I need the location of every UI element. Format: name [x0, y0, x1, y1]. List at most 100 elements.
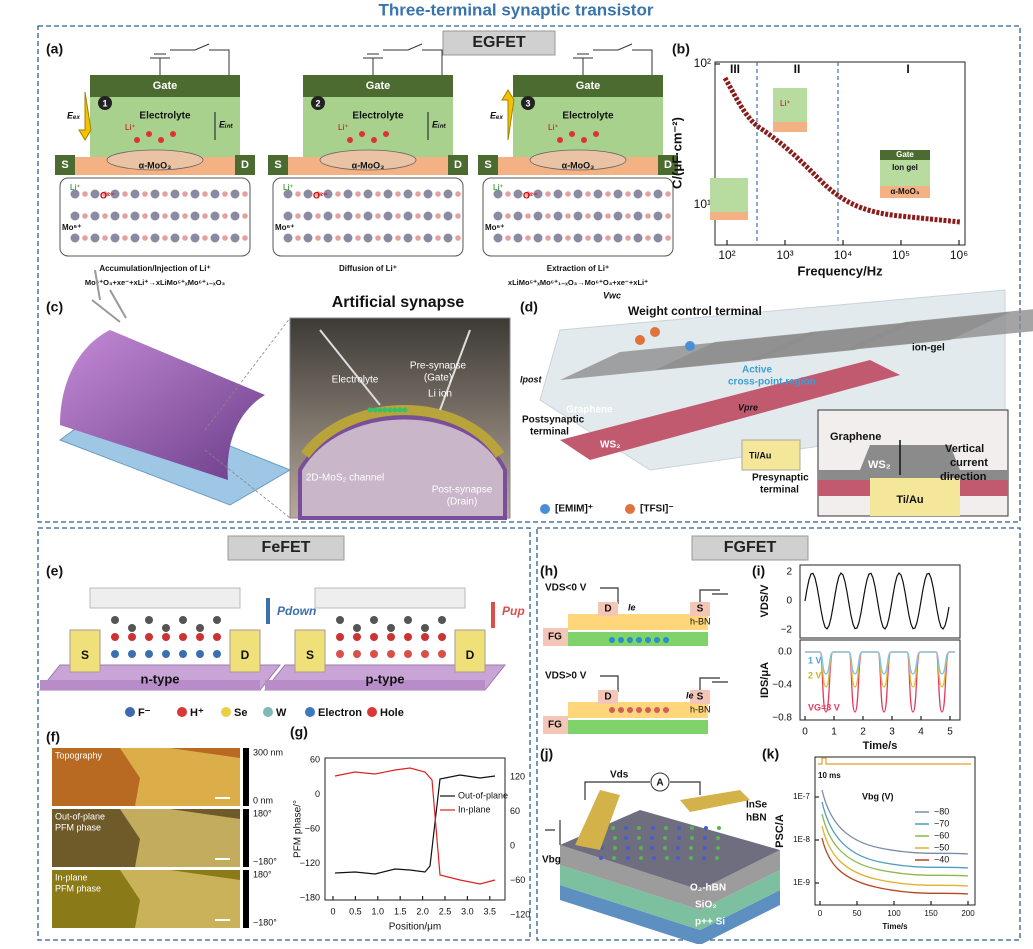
lattice-atom	[210, 233, 220, 243]
image-title: In-plane	[55, 872, 88, 882]
lattice-oxygen	[182, 191, 188, 197]
psc-curve	[821, 813, 969, 877]
li-ion	[377, 407, 383, 413]
charge	[618, 637, 624, 643]
atom	[370, 616, 378, 624]
atom	[663, 846, 667, 850]
charge	[663, 707, 669, 713]
lattice-atom	[230, 233, 240, 243]
axes	[814, 756, 976, 906]
electrode	[229, 629, 261, 673]
cation	[540, 504, 550, 514]
annotation: O₂-hBN	[690, 883, 726, 894]
lattice-oxygen	[295, 213, 301, 219]
fefet-tag	[227, 535, 345, 561]
annotation: Vertical	[945, 443, 984, 455]
lattice-oxygen	[355, 191, 361, 197]
legend-marker	[305, 707, 315, 717]
legend-label: Hole	[380, 707, 404, 719]
lattice-oxygen	[182, 235, 188, 241]
charge	[636, 707, 642, 713]
caption: Diffusion of Li⁺	[339, 264, 397, 273]
electrode-label: D	[466, 648, 475, 662]
panel-label: (b)	[672, 41, 690, 57]
carrier	[353, 650, 361, 658]
annotation: Li ion	[428, 389, 452, 400]
frame-bottom-right	[536, 527, 1021, 941]
ion-label: Li⁺	[125, 123, 135, 132]
top-gate	[314, 587, 466, 609]
electrode-label: D	[604, 692, 611, 703]
lattice-oxygen	[202, 235, 208, 241]
atom	[111, 633, 119, 641]
annotation: (Drain)	[447, 497, 478, 508]
lattice-oxygen	[102, 235, 108, 241]
anion	[635, 335, 645, 345]
lattice-oxygen	[162, 235, 168, 241]
charge	[609, 637, 615, 643]
polarization-label: Pup	[502, 604, 525, 618]
psc-curve	[821, 837, 969, 895]
colorbar	[243, 809, 249, 867]
y-tick-label: 10²	[694, 56, 711, 70]
lattice-oxygen	[585, 191, 591, 197]
x-axis-title: Time/s	[863, 740, 898, 752]
y2-tick-label: −60	[510, 875, 525, 885]
y2-tick-label: 120	[510, 771, 525, 781]
legend-label: −70	[934, 818, 949, 828]
lattice-atom	[613, 189, 623, 199]
y-tick-label: −120	[300, 858, 320, 868]
carrier	[438, 650, 446, 658]
lattice-atom	[150, 233, 160, 243]
lattice-atom	[513, 211, 523, 221]
lattice-oxygen	[645, 213, 651, 219]
lattice-oxygen	[242, 235, 248, 241]
colorbar-label: 180°	[253, 808, 272, 818]
lattice-oxygen	[335, 213, 341, 219]
atom	[145, 633, 153, 641]
electrode-label: S	[697, 604, 704, 615]
charge	[663, 637, 669, 643]
y-tick-label: 60	[310, 754, 320, 764]
oxygen-label: O²⁻	[313, 190, 328, 200]
annotation: terminal	[530, 427, 569, 438]
type-label: n-type	[141, 671, 180, 686]
legend-label: 1 V	[808, 655, 822, 665]
psc-curve	[821, 825, 969, 887]
x-axis-title: Frequency/Hz	[797, 263, 883, 278]
lattice-atom	[230, 211, 240, 221]
lattice-atom	[633, 233, 643, 243]
field-label: Eᵢₙₜ	[432, 119, 447, 129]
afm-feature	[120, 748, 240, 806]
panel-title: Artificial synapse	[332, 294, 465, 311]
lattice-atom	[593, 211, 603, 221]
lattice-atom	[190, 233, 200, 243]
image-title: PFM phase	[55, 883, 101, 893]
lattice-atom	[573, 211, 583, 221]
li-ion	[581, 137, 587, 143]
lattice-atom	[493, 233, 503, 243]
lattice-atom	[423, 211, 433, 221]
metal-label: Mo⁶⁺	[275, 223, 294, 232]
lattice-oxygen	[435, 213, 441, 219]
atom	[128, 624, 136, 632]
atom	[613, 846, 617, 850]
y2-tick-label: −120	[510, 909, 530, 919]
si-layer	[560, 885, 780, 945]
afm-feature	[120, 870, 240, 928]
anion	[650, 327, 660, 337]
panel-label: (i)	[752, 563, 765, 579]
lattice-oxygen	[295, 235, 301, 241]
atom	[213, 633, 221, 641]
annotation: terminal	[760, 485, 799, 496]
lattice-atom	[633, 189, 643, 199]
step-badge	[98, 96, 112, 110]
lattice-atom	[403, 189, 413, 199]
region-label: I	[906, 62, 909, 76]
channel-label: α-MoO₃	[562, 160, 595, 170]
ion-label: Li⁺	[548, 123, 558, 132]
lattice-atom	[613, 233, 623, 243]
atom	[664, 826, 668, 830]
y-tick-label: −180	[300, 892, 320, 902]
lattice-atom	[323, 189, 333, 199]
